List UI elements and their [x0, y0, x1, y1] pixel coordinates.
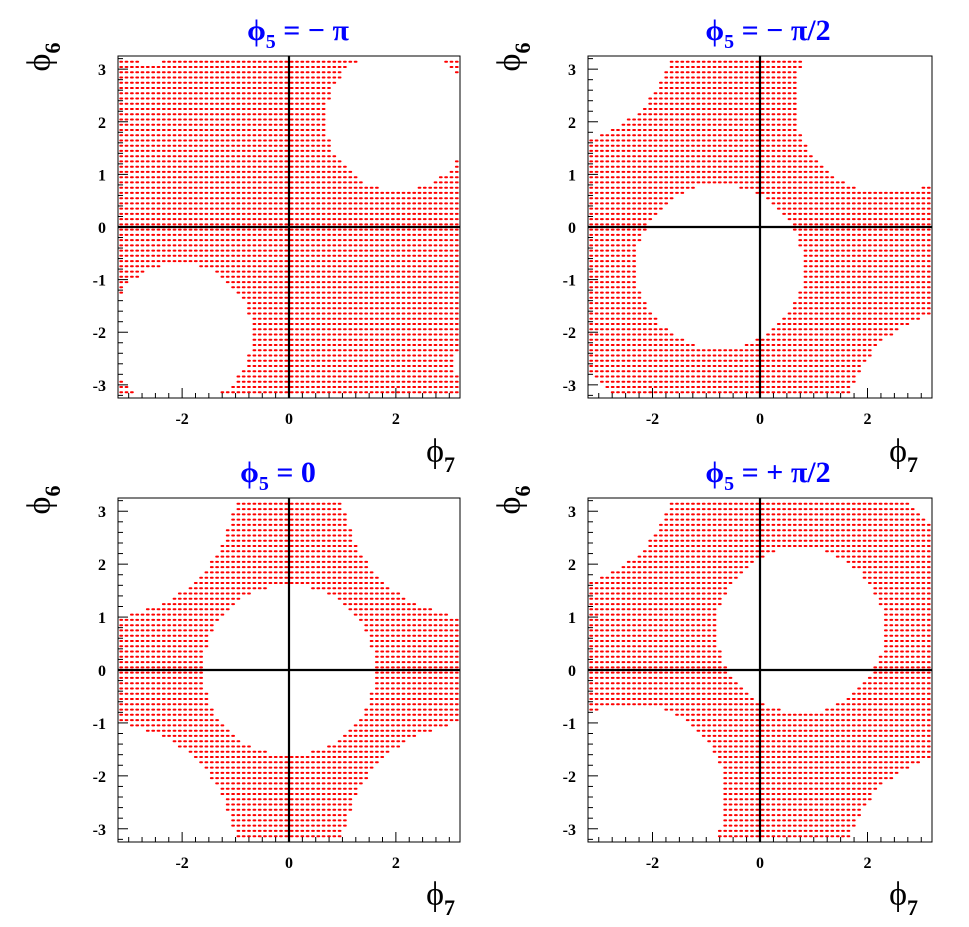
chart-panel-1: -2 0 2 -3 -2 -1 0 1 2 3 ϕ5 = − π ϕ7 ϕ6 — [21, 14, 461, 477]
y-tick-label: -1 — [93, 273, 106, 290]
y-axis-label: ϕ6 — [491, 486, 535, 515]
scatter-points — [119, 60, 459, 394]
x-tick-label: -2 — [646, 411, 659, 428]
scatter-points — [589, 60, 931, 394]
chart-title: ϕ5 = + π/2 — [705, 456, 830, 495]
y-tick-label: -1 — [563, 273, 576, 290]
y-tick-label: 0 — [568, 663, 576, 680]
y-tick-label: 3 — [568, 62, 576, 79]
y-tick-label: 3 — [98, 62, 106, 79]
scatter-points — [119, 502, 459, 838]
chart-title: ϕ5 = − π/2 — [705, 14, 830, 53]
y-tick-label: 3 — [568, 504, 576, 521]
scatter-points — [589, 502, 931, 838]
y-tick-label: 0 — [98, 220, 106, 237]
y-tick-label: -3 — [93, 822, 106, 839]
x-tick-label: 2 — [864, 855, 872, 872]
scatter-point-set — [589, 502, 931, 838]
y-tick-label: 1 — [568, 167, 576, 184]
y-tick-label: -2 — [563, 325, 576, 342]
y-tick-label: 1 — [98, 167, 106, 184]
y-tick-label: 1 — [98, 610, 106, 627]
x-axis-label: ϕ7 — [889, 433, 918, 477]
x-tick-label: -2 — [175, 411, 188, 428]
panels: -2 0 2 -3 -2 -1 0 1 2 3 ϕ5 = − π ϕ7 ϕ6 -2 0 2 -3 -2 -1 0 1 2 3… — [21, 14, 933, 920]
y-tick-label: 2 — [568, 557, 576, 574]
y-tick-label: -2 — [563, 769, 576, 786]
chart-title: ϕ5 = − π — [247, 14, 349, 53]
chart-panel-2: -2 0 2 -3 -2 -1 0 1 2 3 ϕ5 = − π/2 ϕ7 ϕ6 — [491, 14, 933, 477]
x-tick-label: 2 — [392, 411, 400, 428]
x-tick-label: -2 — [646, 855, 659, 872]
x-tick-label: 0 — [285, 411, 293, 428]
y-tick-label: 0 — [568, 220, 576, 237]
y-tick-label: 1 — [568, 610, 576, 627]
x-tick-label: 0 — [756, 411, 764, 428]
x-axis-label: ϕ7 — [426, 433, 455, 477]
y-axis-label: ϕ6 — [21, 486, 65, 515]
x-tick-label: -2 — [175, 855, 188, 872]
chart-panel-4: -2 0 2 -3 -2 -1 0 1 2 3 ϕ5 = + π/2 ϕ7 ϕ6 — [491, 456, 933, 920]
scatter-point-set — [119, 502, 459, 838]
y-tick-label: 2 — [98, 115, 106, 132]
x-tick-label: 2 — [392, 855, 400, 872]
x-axis-label: ϕ7 — [889, 876, 918, 920]
x-axis-label: ϕ7 — [426, 876, 455, 920]
x-tick-label: 2 — [864, 411, 872, 428]
y-tick-label: -2 — [93, 769, 106, 786]
y-tick-label: 2 — [98, 557, 106, 574]
scatter-point-set — [589, 60, 931, 394]
y-axis-label: ϕ6 — [21, 43, 65, 72]
x-tick-label: 0 — [285, 855, 293, 872]
y-tick-label: 0 — [98, 663, 106, 680]
y-tick-label: -1 — [93, 716, 106, 733]
scatter-point-set — [119, 60, 459, 394]
chart-title: ϕ5 = 0 — [240, 456, 316, 495]
chart-panel-3: -2 0 2 -3 -2 -1 0 1 2 3 ϕ5 = 0 ϕ7 ϕ6 — [21, 456, 461, 920]
y-tick-label: -3 — [93, 378, 106, 395]
y-tick-label: -3 — [563, 822, 576, 839]
y-tick-label: 2 — [568, 115, 576, 132]
y-tick-label: -2 — [93, 325, 106, 342]
y-axis-label: ϕ6 — [491, 43, 535, 72]
y-tick-label: 3 — [98, 504, 106, 521]
y-tick-label: -3 — [563, 378, 576, 395]
y-tick-label: -1 — [563, 716, 576, 733]
x-tick-label: 0 — [756, 855, 764, 872]
